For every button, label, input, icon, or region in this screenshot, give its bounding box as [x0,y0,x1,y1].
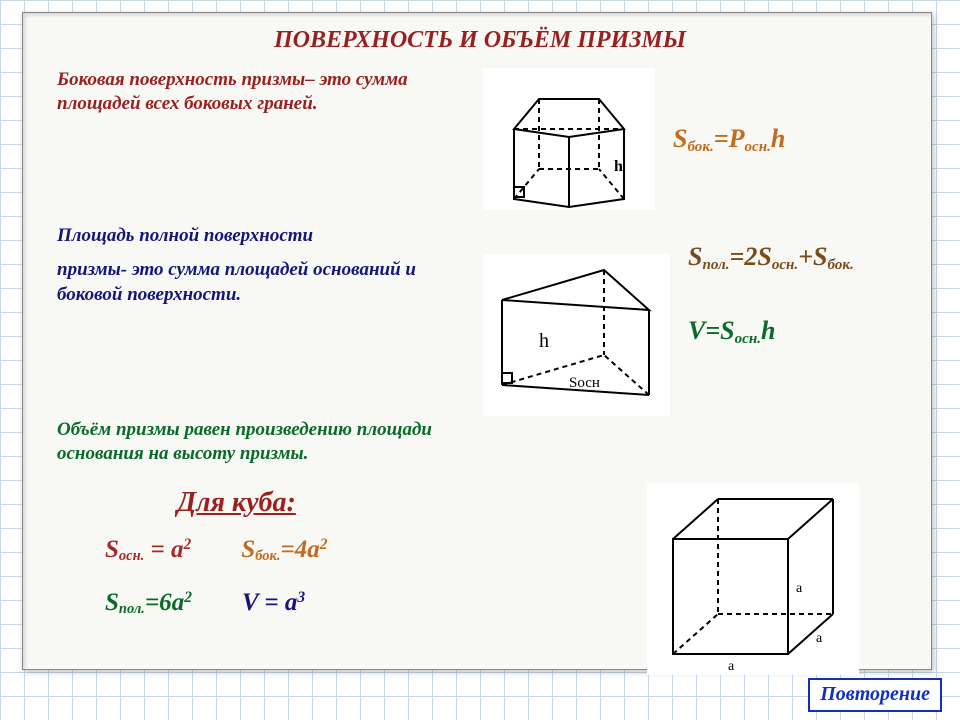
formula-cube-total: Sпол.=6а2 [105,590,192,615]
def-lateral: Боковая поверхность призмы– это сумма пл… [57,68,447,117]
svg-text:a: a [816,631,823,646]
formula-volume: V=Sосн.h [688,316,854,346]
slide-frame: ПОВЕРХНОСТЬ И ОБЪЁМ ПРИЗМЫ Боковая повер… [22,12,932,670]
block-cube: Для куба: Sосн. = а2 Sбок.=4а2 Sпол.=6а2 [57,483,903,675]
svg-text:h: h [614,158,623,175]
svg-text:Sосн: Sосн [569,375,600,391]
formula-lateral: Sбок.=Pосн.h [673,124,785,154]
slide-title: ПОВЕРХНОСТЬ И ОБЪЁМ ПРИЗМЫ [57,27,903,54]
formula-total: Sпол.=2Sосн.+Sбок. [688,242,854,272]
def-volume: Объём призмы равен произведению площади … [57,418,457,467]
svg-text:a: a [728,659,735,674]
formula-cube-volume: V = а3 [242,590,305,615]
cube-formulas: Sосн. = а2 Sбок.=4а2 Sпол.=6а2 V = а3 [105,537,603,615]
def-total-l1: Площадь полной поверхности [57,224,417,248]
formula-cube-base: Sосн. = а2 [105,537,191,562]
repeat-button[interactable]: Повторение [808,678,942,712]
cube-header: Для куба: [177,487,603,519]
figure-triprism: h Sосн [483,254,670,416]
svg-text:h: h [539,330,549,352]
figure-pentaprism: h [483,68,655,210]
block-volume: Объём призмы равен произведению площади … [57,426,903,467]
svg-text:a: a [796,581,803,596]
formula-cube-lateral: Sбок.=4а2 [241,537,327,562]
block-lateral: Боковая поверхность призмы– это сумма пл… [57,68,903,210]
block-total: Площадь полной поверхности призмы- это с… [57,224,903,416]
figure-cube: a a a [647,483,859,675]
def-total-l2: призмы- это сумма площадей оснований и б… [57,258,447,307]
